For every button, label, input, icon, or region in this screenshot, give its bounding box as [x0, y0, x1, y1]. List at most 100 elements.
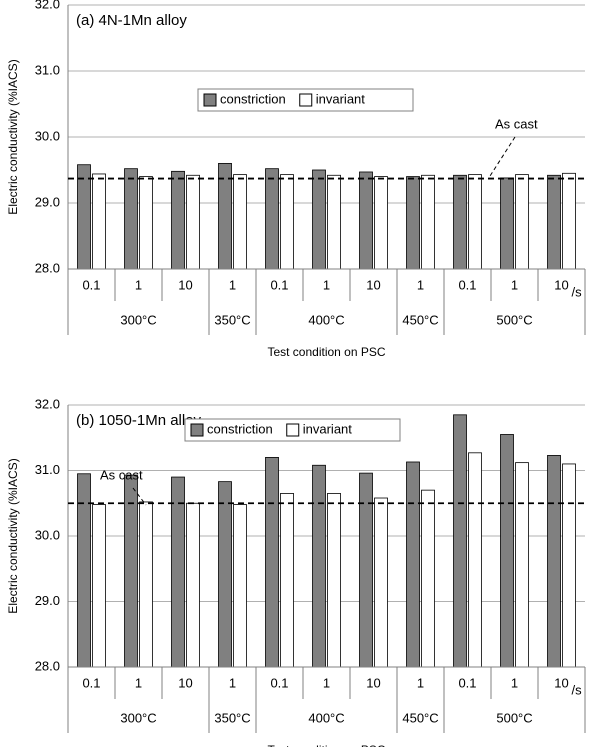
y-tick-label: 30.0	[35, 527, 60, 542]
bar	[547, 455, 561, 668]
legend-swatch	[299, 93, 313, 107]
bar	[547, 174, 561, 270]
x-tick-label: 1	[135, 675, 142, 690]
bar	[280, 493, 294, 668]
bar	[265, 456, 279, 668]
x-tick-label: 1	[323, 675, 330, 690]
x-tick-label: 10	[366, 675, 380, 690]
bar	[124, 168, 138, 270]
x-tick-label: 1	[229, 277, 236, 292]
bar	[468, 174, 482, 270]
x-tick-label: 10	[178, 675, 192, 690]
group-label: 300°C	[120, 312, 156, 327]
bar	[312, 169, 326, 270]
legend-swatch	[286, 423, 300, 437]
y-axis-label: Electric conductivity (%IACS)	[6, 59, 20, 214]
y-axis-label: Electric conductivity (%IACS)	[6, 458, 20, 613]
x-tick-label: 1	[511, 675, 518, 690]
bar	[359, 171, 373, 270]
y-tick-label: 32.0	[35, 0, 60, 11]
reference-pointer	[489, 136, 516, 177]
legend-swatch	[203, 93, 217, 107]
y-tick-label: 32.0	[35, 396, 60, 411]
x-tick-label: 10	[554, 675, 568, 690]
group-label: 350°C	[214, 312, 250, 327]
reference-pointer	[132, 487, 147, 506]
x-tick-label: 0.1	[270, 277, 288, 292]
y-tick-label: 29.0	[35, 593, 60, 608]
bar	[77, 164, 91, 270]
x-tick-label: 1	[135, 277, 142, 292]
x-tick-label: 1	[417, 277, 424, 292]
group-label: 500°C	[496, 312, 532, 327]
x-unit: /s	[572, 682, 583, 697]
reference-label: As cast	[495, 116, 538, 131]
y-tick-label: 31.0	[35, 462, 60, 477]
x-tick-label: 0.1	[82, 277, 100, 292]
legend-swatch	[190, 423, 204, 437]
x-tick-label: 1	[417, 675, 424, 690]
group-label: 300°C	[120, 710, 156, 725]
bar	[359, 472, 373, 668]
bar	[453, 174, 467, 270]
group-label: 500°C	[496, 710, 532, 725]
bar	[218, 481, 232, 668]
group-label: 350°C	[214, 710, 250, 725]
x-axis-label: Test condition on PSC	[267, 743, 385, 747]
bar	[406, 461, 420, 668]
y-tick-label: 31.0	[35, 62, 60, 77]
y-tick-label: 28.0	[35, 260, 60, 275]
bar	[327, 174, 341, 270]
y-tick-label: 30.0	[35, 128, 60, 143]
group-label: 400°C	[308, 710, 344, 725]
panel-title: (a) 4N-1Mn alloy	[76, 12, 187, 29]
bar	[139, 501, 153, 668]
group-label: 400°C	[308, 312, 344, 327]
x-tick-label: 0.1	[82, 675, 100, 690]
group-label: 450°C	[402, 312, 438, 327]
legend-label: invariant	[316, 91, 366, 106]
x-tick-label: 10	[554, 277, 568, 292]
x-axis-label: Test condition on PSC	[267, 345, 385, 359]
bar	[186, 174, 200, 270]
bar	[453, 414, 467, 668]
bar	[171, 170, 185, 270]
bar	[92, 173, 106, 270]
bar	[374, 497, 388, 668]
bar	[312, 464, 326, 668]
bar	[327, 493, 341, 668]
y-tick-label: 28.0	[35, 658, 60, 673]
bar	[421, 489, 435, 668]
bar	[186, 502, 200, 668]
x-tick-label: 0.1	[270, 675, 288, 690]
panel-title: (b) 1050-1Mn alloy	[76, 412, 202, 429]
bar	[374, 176, 388, 270]
bar	[171, 476, 185, 668]
bar	[515, 174, 529, 270]
bar	[421, 174, 435, 270]
bar	[500, 434, 514, 668]
bar	[562, 172, 576, 270]
x-tick-label: 10	[366, 277, 380, 292]
bar	[500, 177, 514, 270]
legend-label: constriction	[220, 91, 286, 106]
y-tick-label: 29.0	[35, 194, 60, 209]
x-tick-label: 0.1	[458, 277, 476, 292]
bar	[139, 176, 153, 270]
bar	[468, 452, 482, 668]
bar	[233, 174, 247, 270]
x-unit: /s	[572, 284, 583, 299]
bar	[265, 168, 279, 270]
bar	[562, 463, 576, 668]
bar	[515, 462, 529, 668]
group-label: 450°C	[402, 710, 438, 725]
bar	[406, 176, 420, 270]
x-tick-label: 1	[229, 675, 236, 690]
reference-label: As cast	[100, 467, 143, 482]
x-tick-label: 0.1	[458, 675, 476, 690]
x-tick-label: 1	[511, 277, 518, 292]
bar	[233, 504, 247, 668]
x-tick-label: 1	[323, 277, 330, 292]
